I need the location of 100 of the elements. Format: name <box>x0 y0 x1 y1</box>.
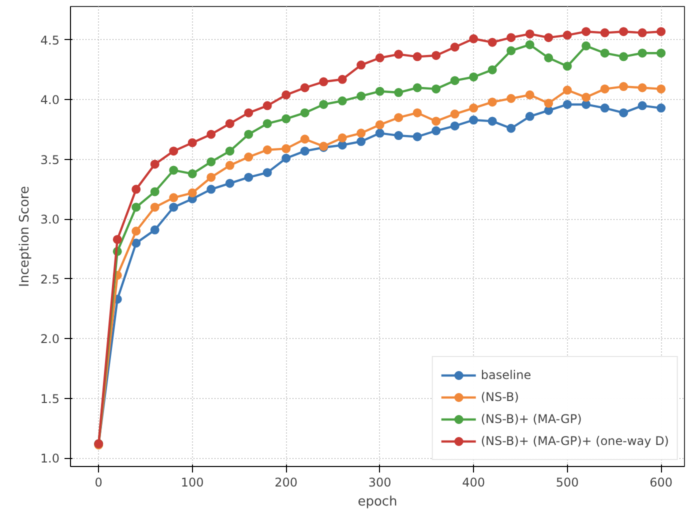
point <box>394 88 404 98</box>
x-tick-label: 0 <box>94 476 102 490</box>
y-tick-label: 4.5 <box>40 33 60 48</box>
point <box>619 27 628 36</box>
x-tick-label: 200 <box>274 476 298 490</box>
point <box>469 34 478 44</box>
point <box>225 160 234 170</box>
point <box>544 33 554 42</box>
point <box>638 28 647 38</box>
point <box>112 234 122 244</box>
y-tick-label: 4.0 <box>40 93 60 108</box>
point <box>525 40 534 50</box>
point <box>544 98 554 108</box>
point <box>169 193 178 202</box>
point <box>488 65 497 74</box>
point <box>619 108 628 118</box>
point <box>150 202 160 212</box>
point <box>150 187 160 196</box>
point <box>582 92 591 102</box>
point <box>656 48 666 58</box>
y-tick-label: 1.5 <box>40 392 60 406</box>
point <box>600 104 610 113</box>
point <box>600 28 610 38</box>
point <box>169 202 178 212</box>
point <box>300 108 310 118</box>
point <box>375 53 384 62</box>
y-tick-label: 2.5 <box>40 272 60 286</box>
point <box>150 160 160 169</box>
point <box>432 50 441 60</box>
point <box>132 238 141 248</box>
x-tick-label: 100 <box>180 476 204 490</box>
point <box>282 154 291 163</box>
point <box>356 92 366 101</box>
point <box>225 178 234 188</box>
point <box>619 52 628 62</box>
point <box>638 48 647 58</box>
x-tick-label: 400 <box>462 476 486 490</box>
point <box>412 132 422 142</box>
point <box>525 29 534 38</box>
y-tick-label: 3.5 <box>40 152 60 167</box>
point <box>562 62 572 71</box>
point <box>262 168 272 178</box>
point <box>150 225 160 234</box>
point <box>488 98 497 107</box>
x-tick-label: 300 <box>368 476 392 490</box>
point <box>469 104 478 113</box>
point <box>638 83 647 92</box>
point <box>619 82 628 92</box>
point <box>525 112 534 121</box>
point <box>656 104 666 113</box>
point <box>338 96 347 106</box>
point <box>544 106 554 115</box>
point <box>488 38 497 47</box>
point <box>244 108 254 118</box>
point <box>132 184 141 194</box>
point <box>469 116 478 124</box>
point <box>338 74 347 84</box>
point <box>206 157 216 166</box>
point <box>262 119 272 128</box>
point <box>244 172 254 182</box>
point <box>319 100 328 109</box>
point <box>225 146 234 156</box>
point <box>582 41 591 50</box>
x-axis-title: epoch <box>358 494 398 510</box>
point <box>600 48 610 58</box>
point <box>432 126 441 136</box>
point <box>319 77 328 86</box>
point <box>394 131 404 140</box>
point <box>375 120 384 130</box>
point <box>638 101 647 110</box>
point <box>188 169 197 178</box>
point <box>488 116 497 126</box>
point <box>412 52 422 62</box>
x-tick-label: 500 <box>556 476 579 490</box>
point <box>225 119 234 128</box>
point <box>206 172 216 182</box>
point <box>282 144 291 154</box>
point <box>562 30 572 40</box>
legend-label: (NS-B) <box>480 390 519 404</box>
point <box>450 76 460 86</box>
point <box>544 53 554 62</box>
y-axis-title: Inception Score <box>17 186 32 287</box>
point <box>394 113 404 122</box>
point <box>600 84 610 94</box>
point <box>300 134 310 144</box>
legend-label: (NS-B)+ (MA-GP)+ (one-way D) <box>480 434 669 448</box>
point <box>506 46 516 56</box>
point <box>450 121 460 130</box>
point <box>412 83 422 92</box>
point <box>506 33 516 42</box>
point <box>244 130 254 139</box>
point <box>469 72 478 82</box>
point <box>300 146 310 156</box>
point <box>338 133 347 142</box>
point <box>262 145 272 154</box>
x-tick-label: 600 <box>650 476 673 490</box>
point <box>206 184 216 194</box>
point <box>356 128 366 138</box>
point <box>506 124 516 133</box>
point <box>244 152 254 162</box>
